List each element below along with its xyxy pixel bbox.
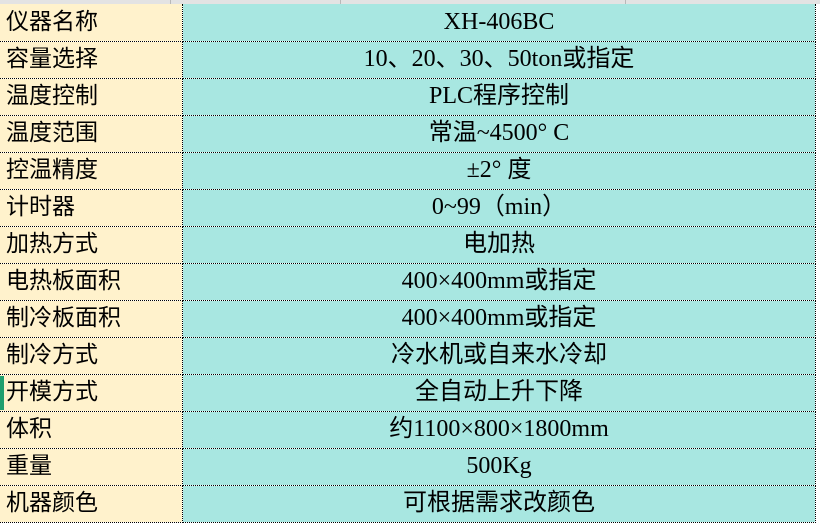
spec-label-cell[interactable]: 机器颜色 <box>0 485 183 523</box>
table-row[interactable]: 温度控制 PLC程序控制 <box>0 78 816 116</box>
spec-value-cell[interactable]: 约1100×800×1800mm <box>182 411 816 449</box>
spec-value-cell[interactable]: 冷水机或自来水冷却 <box>182 337 816 375</box>
spec-value-cell[interactable]: 10、20、30、50ton或指定 <box>182 41 816 79</box>
spec-label-cell[interactable]: 容量选择 <box>0 41 183 79</box>
spec-value-cell[interactable]: ±2° 度 <box>182 152 816 190</box>
spec-value-cell[interactable]: 全自动上升下降 <box>182 374 816 412</box>
specification-table: 仪器名称 XH-406BC 容量选择 10、20、30、50ton或指定 温度控制 PLC… <box>0 4 816 523</box>
spec-value-cell[interactable]: 400×400mm或指定 <box>182 263 816 301</box>
table-row[interactable]: 体积 约1100×800×1800mm <box>0 411 816 449</box>
table-row[interactable]: 加热方式 电加热 <box>0 226 816 264</box>
spec-value-cell[interactable]: 400×400mm或指定 <box>182 300 816 338</box>
spec-label-cell[interactable]: 加热方式 <box>0 226 183 264</box>
spec-value-cell[interactable]: 电加热 <box>182 226 816 264</box>
spec-value-cell[interactable]: PLC程序控制 <box>182 78 816 116</box>
spec-label-cell[interactable]: 电热板面积 <box>0 263 183 301</box>
table-row[interactable]: 计时器 0~99（min） <box>0 189 816 227</box>
row-selection-marker <box>0 375 4 410</box>
table-row[interactable]: 电热板面积 400×400mm或指定 <box>0 263 816 301</box>
spec-label-cell[interactable]: 温度范围 <box>0 115 183 153</box>
spec-label-cell[interactable]: 仪器名称 <box>0 4 183 42</box>
spec-label-cell[interactable]: 制冷板面积 <box>0 300 183 338</box>
specification-table-body: 仪器名称 XH-406BC 容量选择 10、20、30、50ton或指定 温度控制 PLC… <box>0 4 816 523</box>
spec-value-cell[interactable]: XH-406BC <box>182 4 816 42</box>
spec-label-cell[interactable]: 制冷方式 <box>0 337 183 375</box>
table-row[interactable]: 重量 500Kg <box>0 448 816 486</box>
table-row[interactable]: 控温精度 ±2° 度 <box>0 152 816 190</box>
spec-label-cell[interactable]: 计时器 <box>0 189 183 227</box>
spec-label-cell[interactable]: 重量 <box>0 448 183 486</box>
spec-value-cell[interactable]: 常温~4500° C <box>182 115 816 153</box>
table-row[interactable]: 仪器名称 XH-406BC <box>0 4 816 42</box>
spec-label-cell[interactable]: 温度控制 <box>0 78 183 116</box>
spec-value-cell[interactable]: 500Kg <box>182 448 816 486</box>
column-rule-2 <box>340 0 341 4</box>
spec-label-cell[interactable]: 开模方式 <box>0 374 183 412</box>
table-row[interactable]: 制冷板面积 400×400mm或指定 <box>0 300 816 338</box>
column-rule-3 <box>625 0 626 4</box>
spec-value-cell[interactable]: 可根据需求改颜色 <box>182 485 816 523</box>
spec-label-cell[interactable]: 控温精度 <box>0 152 183 190</box>
table-row[interactable]: 容量选择 10、20、30、50ton或指定 <box>0 41 816 79</box>
column-rule-1 <box>170 0 171 4</box>
table-row[interactable]: 温度范围 常温~4500° C <box>0 115 816 153</box>
table-row[interactable]: 机器颜色 可根据需求改颜色 <box>0 485 816 523</box>
table-row[interactable]: 开模方式 全自动上升下降 <box>0 374 816 412</box>
spec-value-cell[interactable]: 0~99（min） <box>182 189 816 227</box>
spec-label-cell[interactable]: 体积 <box>0 411 183 449</box>
top-edge-strip <box>0 0 820 4</box>
table-row[interactable]: 制冷方式 冷水机或自来水冷却 <box>0 337 816 375</box>
